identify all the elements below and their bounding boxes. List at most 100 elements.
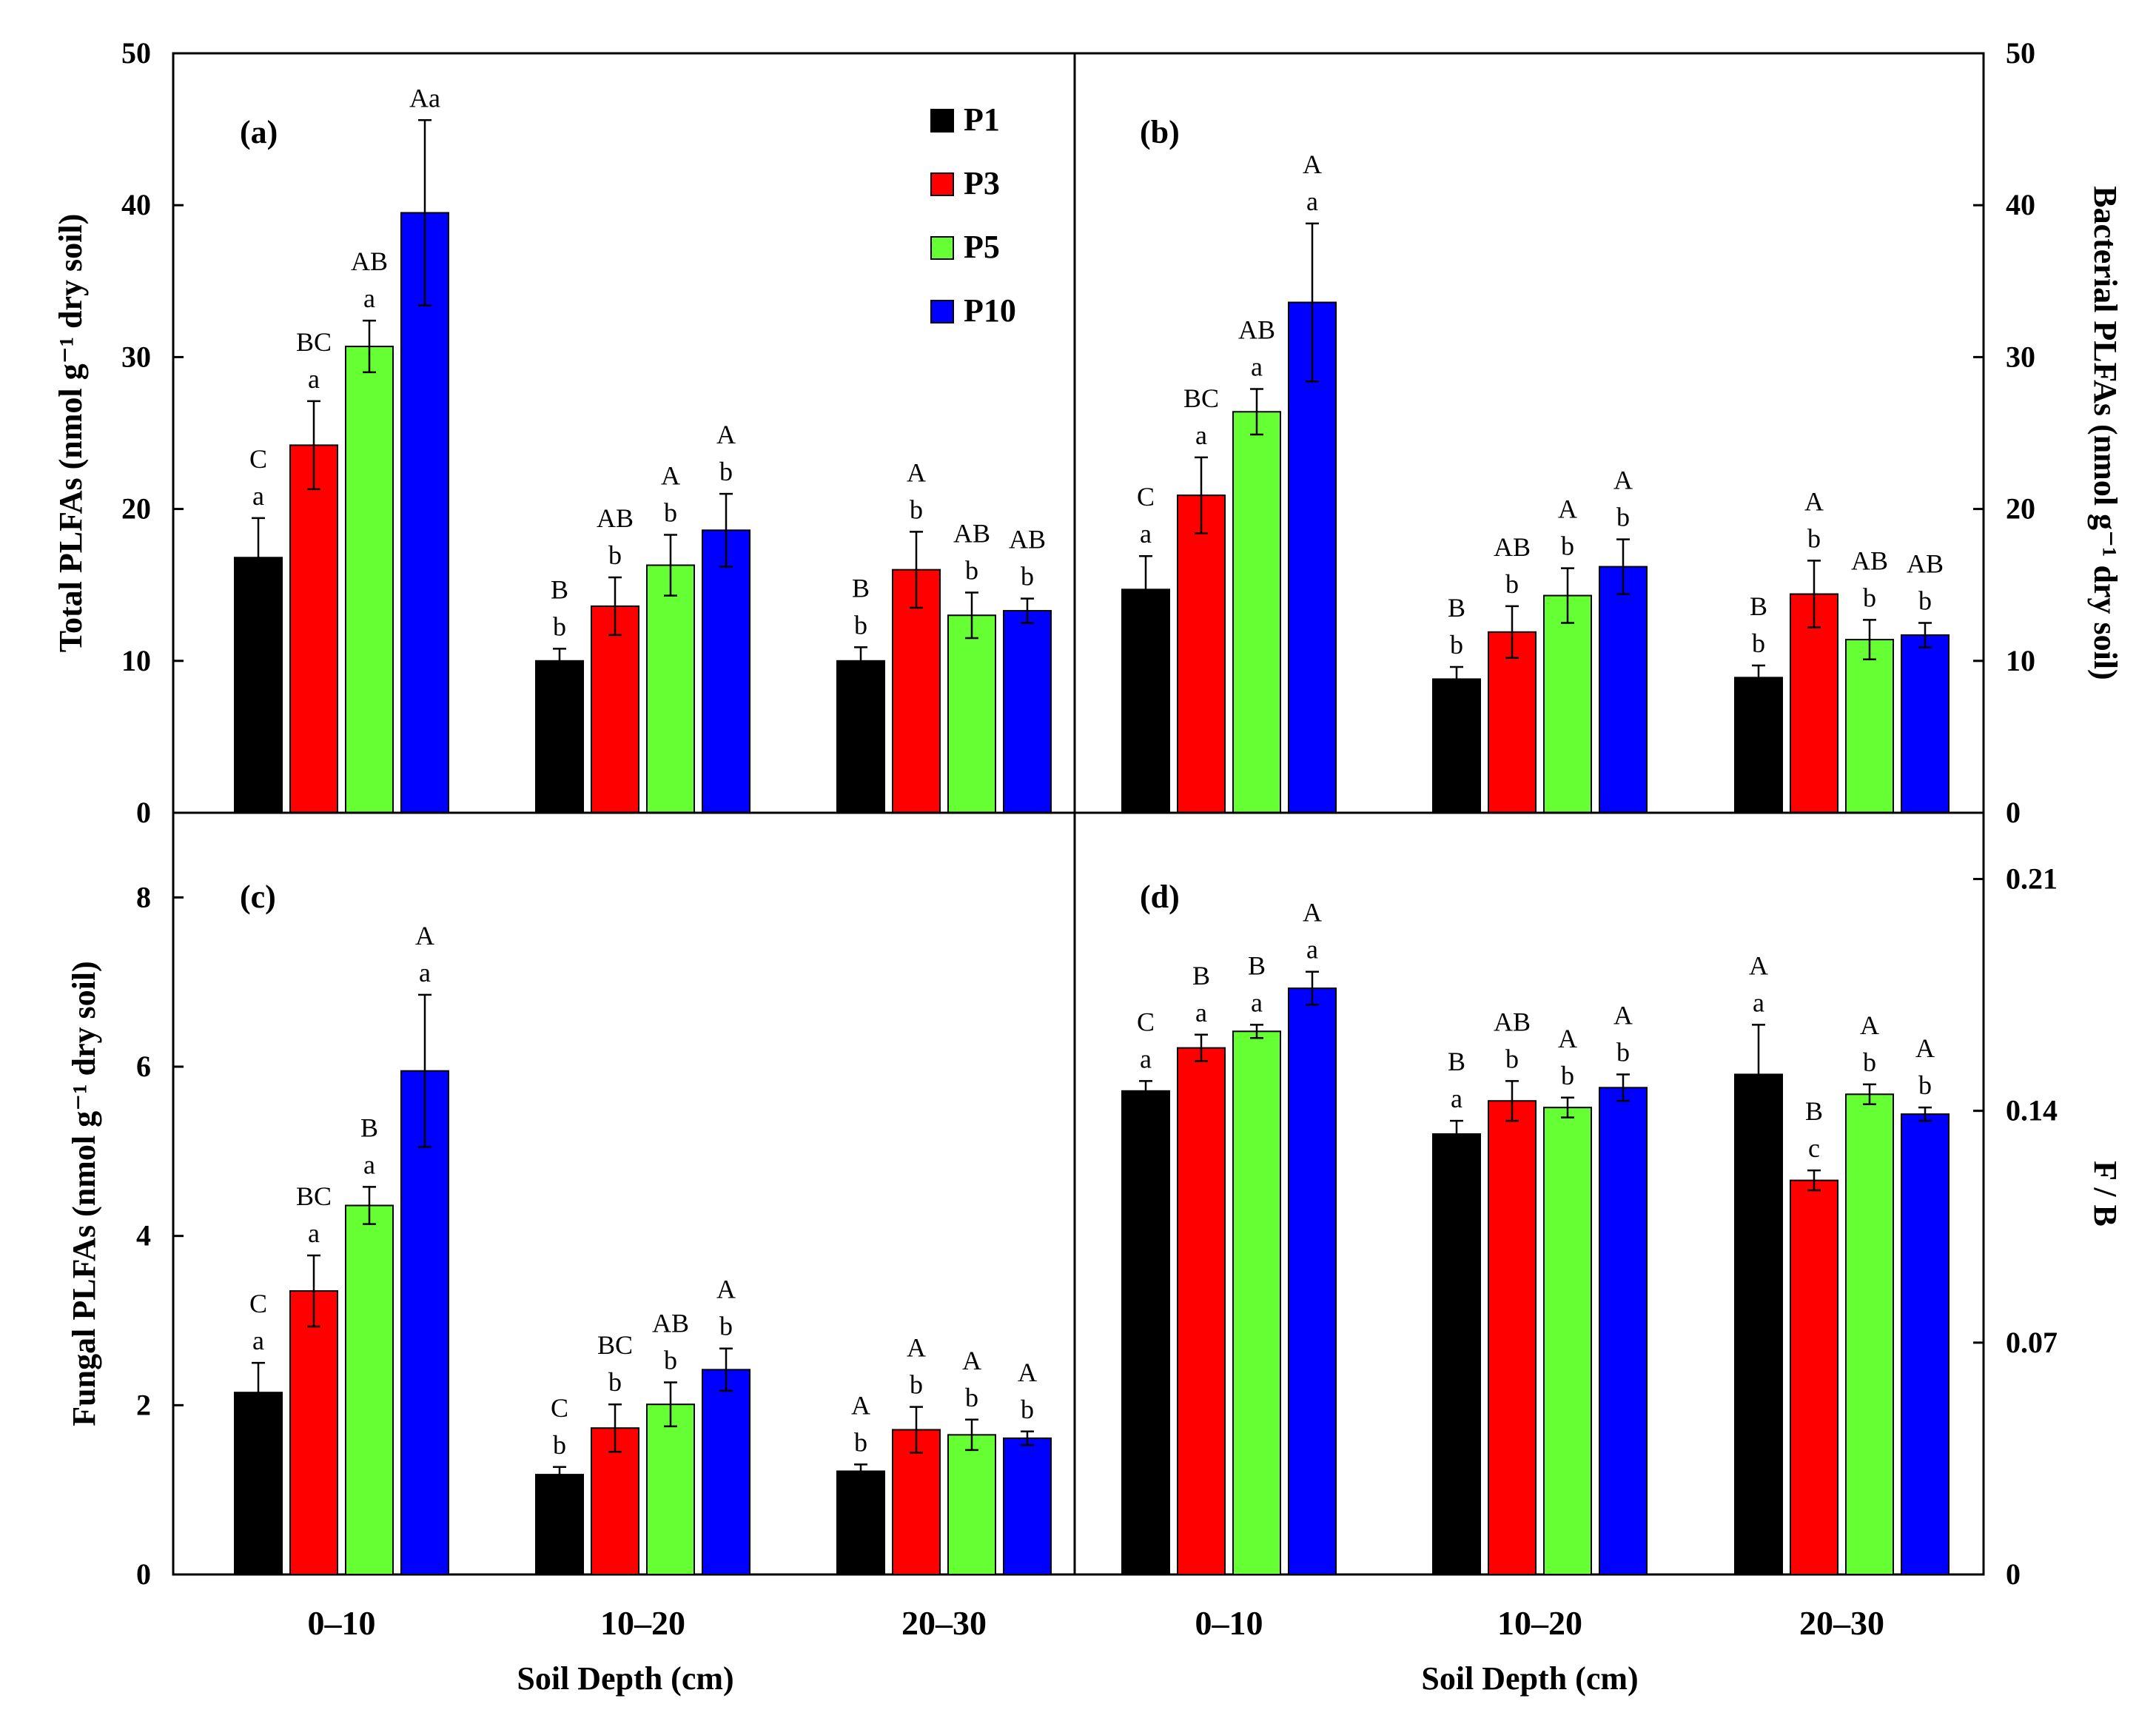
y-axis-title-b: Bacterial PLFAs (nmol g⁻¹ dry soil) <box>2087 186 2123 680</box>
bar-d-P3-2 <box>1790 1179 1838 1575</box>
bar-d-P10-0 <box>1288 987 1337 1576</box>
significance-label-c: A <box>907 1333 926 1363</box>
x-tick-label-c: 10–20 <box>600 1604 685 1642</box>
y-tick-label-d: 0.21 <box>2006 862 2058 895</box>
significance-label-c: a <box>308 1218 320 1248</box>
legend-swatch-P1 <box>930 109 954 133</box>
significance-label-c: C <box>249 1289 267 1318</box>
bar-b-P1-2 <box>1734 677 1783 814</box>
significance-label-d: c <box>1808 1133 1820 1163</box>
significance-label-b: AB <box>1907 549 1944 579</box>
significance-label-b: A <box>1613 466 1633 495</box>
significance-label-a: b <box>1021 562 1034 591</box>
significance-label-c: AB <box>652 1308 689 1338</box>
significance-label-c: a <box>363 1150 375 1179</box>
significance-label-d: b <box>1863 1047 1876 1077</box>
bar-b-P10-0 <box>1288 301 1337 814</box>
significance-label-b: AB <box>1238 315 1275 344</box>
significance-label-a: BC <box>296 327 332 357</box>
significance-label-d: b <box>1505 1044 1519 1073</box>
significance-label-b: b <box>1752 628 1765 658</box>
x-tick-label-d: 20–30 <box>1799 1604 1884 1642</box>
significance-label-c: b <box>1021 1395 1034 1424</box>
significance-label-a: a <box>363 284 375 313</box>
y-tick-label-c: 2 <box>136 1388 151 1421</box>
bar-b-P10-1 <box>1599 566 1648 814</box>
bar-d-P1-1 <box>1432 1133 1481 1576</box>
y-axis-title-a: Total PLFAs (nmol g⁻¹ dry soil) <box>53 214 89 653</box>
bar-d-P3-1 <box>1488 1100 1537 1576</box>
significance-label-b: AB <box>1494 532 1531 562</box>
significance-label-d: a <box>1451 1084 1462 1113</box>
significance-label-d: A <box>1915 1033 1935 1063</box>
bar-a-P5-2 <box>947 614 996 814</box>
significance-label-b: a <box>1140 519 1152 549</box>
y-tick-label-a: 30 <box>121 340 151 373</box>
legend-swatch-P3 <box>930 172 954 196</box>
significance-label-c: b <box>965 1383 978 1412</box>
bar-b-P5-2 <box>1845 639 1894 814</box>
legend-label-P10: P10 <box>964 292 1016 329</box>
y-tick-label-a: 0 <box>136 796 151 829</box>
significance-label-b: a <box>1251 352 1263 381</box>
significance-label-d: b <box>1918 1070 1932 1100</box>
significance-label-a: A <box>907 457 926 487</box>
y-tick-label-d: 0 <box>2006 1557 2021 1591</box>
x-axis-title-left: Soil Depth (cm) <box>517 1660 733 1697</box>
y-tick-label-b: 20 <box>2006 492 2035 526</box>
significance-label-c: A <box>962 1346 981 1375</box>
significance-label-b: b <box>1505 569 1519 599</box>
bar-c-P5-0 <box>345 1204 394 1576</box>
y-tick-label-c: 6 <box>136 1050 151 1083</box>
significance-label-c: a <box>419 958 431 987</box>
bar-c-P3-2 <box>892 1429 941 1575</box>
y-tick-label-a: 20 <box>121 492 151 526</box>
y-tick-label-c: 8 <box>136 880 151 913</box>
bar-d-P1-0 <box>1121 1090 1170 1575</box>
bar-a-P1-0 <box>234 557 283 814</box>
y-tick-label-b: 10 <box>2006 644 2035 677</box>
significance-label-d: B <box>1192 961 1210 990</box>
significance-label-d: A <box>1749 950 1768 980</box>
bar-a-P3-1 <box>591 605 639 814</box>
y-tick-label-a: 50 <box>121 36 151 70</box>
significance-label-c: b <box>553 1430 566 1460</box>
significance-label-d: B <box>1805 1096 1823 1126</box>
bar-d-P5-2 <box>1845 1093 1894 1575</box>
bar-b-P5-1 <box>1543 594 1592 814</box>
bar-a-P1-1 <box>535 660 584 814</box>
significance-label-d: a <box>1140 1044 1152 1073</box>
legend-swatch-P10 <box>930 300 954 323</box>
significance-label-c: a <box>252 1326 264 1355</box>
significance-label-b: b <box>1450 630 1463 660</box>
panel-label-a: (a) <box>240 114 278 150</box>
significance-label-b: a <box>1306 187 1318 216</box>
significance-label-a: A <box>716 420 736 449</box>
bar-b-P1-0 <box>1121 588 1170 814</box>
significance-label-d: C <box>1137 1007 1155 1036</box>
y-tick-label-b: 30 <box>2006 340 2035 373</box>
significance-label-a: b <box>719 457 733 486</box>
significance-label-c: b <box>854 1427 867 1457</box>
significance-label-a: C <box>249 444 267 474</box>
significance-label-c: A <box>716 1275 736 1304</box>
significance-label-a: AB <box>953 518 990 548</box>
bar-c-P5-1 <box>646 1403 695 1575</box>
bar-d-P5-0 <box>1232 1030 1281 1576</box>
legend-label-P1: P1 <box>964 101 1000 138</box>
legend-swatch-P5 <box>930 236 954 260</box>
panel-label-c: (c) <box>240 879 276 915</box>
x-tick-label-c: 0–10 <box>308 1604 376 1642</box>
y-tick-label-b: 40 <box>2006 188 2035 221</box>
significance-label-d: B <box>1248 950 1266 980</box>
significance-label-c: A <box>1018 1358 1037 1387</box>
bar-d-P10-1 <box>1599 1087 1648 1576</box>
panel-c: 0 2 4 6 8 Fungal PLFAs (nmol g⁻¹ dry soil) (c)… <box>66 811 1076 1642</box>
significance-label-a: AB <box>351 246 388 276</box>
bar-c-P3-0 <box>289 1289 338 1575</box>
x-tick-label-c: 20–30 <box>901 1604 987 1642</box>
significance-label-a: a <box>308 364 320 394</box>
significance-label-d: A <box>1613 1000 1633 1030</box>
significance-label-d: A <box>1860 1010 1879 1040</box>
significance-label-a: b <box>854 610 867 640</box>
